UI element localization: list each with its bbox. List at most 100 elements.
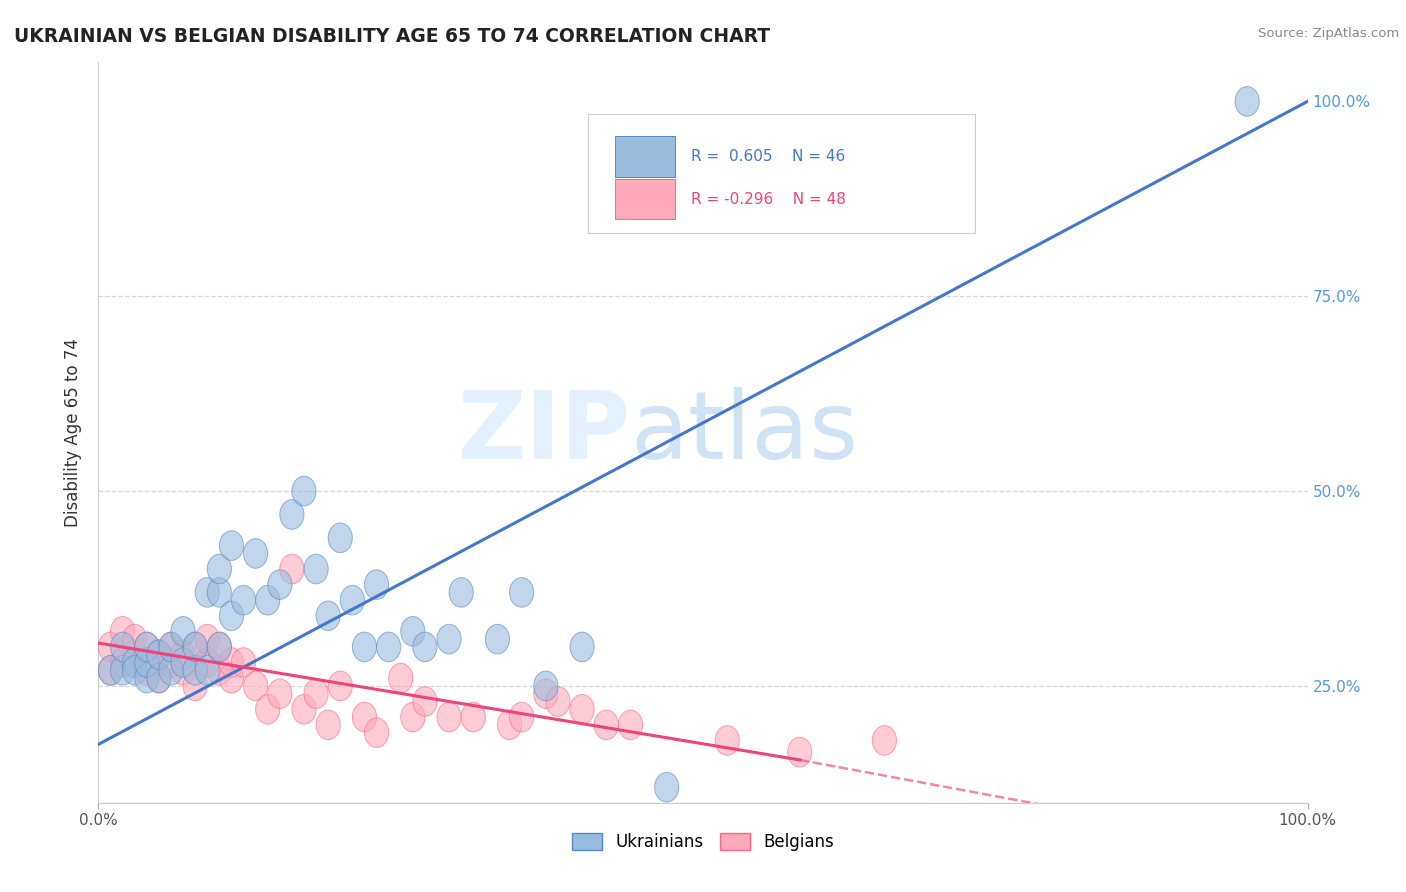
FancyBboxPatch shape: [614, 178, 675, 219]
Ellipse shape: [377, 632, 401, 662]
Ellipse shape: [135, 664, 159, 693]
Ellipse shape: [183, 671, 207, 701]
Ellipse shape: [98, 656, 122, 685]
Ellipse shape: [111, 632, 135, 662]
Ellipse shape: [655, 772, 679, 802]
Ellipse shape: [172, 648, 195, 677]
Ellipse shape: [207, 554, 232, 583]
Ellipse shape: [172, 656, 195, 685]
Ellipse shape: [207, 578, 232, 607]
Ellipse shape: [316, 710, 340, 739]
Ellipse shape: [449, 578, 474, 607]
Ellipse shape: [304, 554, 328, 583]
Ellipse shape: [316, 601, 340, 631]
FancyBboxPatch shape: [588, 114, 976, 233]
Ellipse shape: [364, 718, 388, 747]
Ellipse shape: [1234, 87, 1260, 116]
Ellipse shape: [146, 640, 172, 670]
Ellipse shape: [146, 664, 172, 693]
Ellipse shape: [135, 632, 159, 662]
Ellipse shape: [111, 648, 135, 677]
Ellipse shape: [111, 616, 135, 646]
Ellipse shape: [534, 671, 558, 701]
Ellipse shape: [509, 702, 534, 731]
Ellipse shape: [98, 632, 122, 662]
Ellipse shape: [183, 632, 207, 662]
Ellipse shape: [207, 656, 232, 685]
Ellipse shape: [219, 601, 243, 631]
Ellipse shape: [243, 539, 267, 568]
Ellipse shape: [716, 726, 740, 756]
Ellipse shape: [364, 570, 388, 599]
Ellipse shape: [328, 523, 353, 553]
Ellipse shape: [219, 664, 243, 693]
Ellipse shape: [232, 648, 256, 677]
Text: Source: ZipAtlas.com: Source: ZipAtlas.com: [1258, 27, 1399, 40]
Ellipse shape: [98, 656, 122, 685]
Text: R =  0.605    N = 46: R = 0.605 N = 46: [690, 149, 845, 164]
Ellipse shape: [219, 531, 243, 560]
Ellipse shape: [183, 656, 207, 685]
Ellipse shape: [595, 710, 619, 739]
Ellipse shape: [534, 679, 558, 708]
Ellipse shape: [413, 632, 437, 662]
Ellipse shape: [340, 585, 364, 615]
Ellipse shape: [256, 585, 280, 615]
Ellipse shape: [353, 702, 377, 731]
Ellipse shape: [219, 648, 243, 677]
Text: ZIP: ZIP: [457, 386, 630, 479]
Ellipse shape: [267, 679, 292, 708]
Ellipse shape: [195, 648, 219, 677]
Ellipse shape: [256, 695, 280, 724]
Ellipse shape: [207, 632, 232, 662]
Ellipse shape: [159, 648, 183, 677]
Ellipse shape: [353, 632, 377, 662]
Ellipse shape: [509, 578, 534, 607]
Ellipse shape: [111, 656, 135, 685]
FancyBboxPatch shape: [614, 136, 675, 178]
Ellipse shape: [243, 671, 267, 701]
Ellipse shape: [135, 656, 159, 685]
Ellipse shape: [328, 671, 353, 701]
Ellipse shape: [485, 624, 509, 654]
Ellipse shape: [135, 632, 159, 662]
Ellipse shape: [195, 578, 219, 607]
Ellipse shape: [304, 679, 328, 708]
Ellipse shape: [267, 570, 292, 599]
Ellipse shape: [280, 554, 304, 583]
Ellipse shape: [872, 726, 897, 756]
Ellipse shape: [498, 710, 522, 739]
Legend: Ukrainians, Belgians: Ukrainians, Belgians: [565, 826, 841, 857]
Ellipse shape: [437, 702, 461, 731]
Ellipse shape: [401, 616, 425, 646]
Y-axis label: Disability Age 65 to 74: Disability Age 65 to 74: [65, 338, 83, 527]
Ellipse shape: [122, 640, 146, 670]
Ellipse shape: [172, 616, 195, 646]
Ellipse shape: [159, 632, 183, 662]
Ellipse shape: [172, 640, 195, 670]
Ellipse shape: [401, 702, 425, 731]
Text: UKRAINIAN VS BELGIAN DISABILITY AGE 65 TO 74 CORRELATION CHART: UKRAINIAN VS BELGIAN DISABILITY AGE 65 T…: [14, 27, 770, 45]
Ellipse shape: [159, 632, 183, 662]
Ellipse shape: [437, 624, 461, 654]
Ellipse shape: [292, 695, 316, 724]
Ellipse shape: [195, 624, 219, 654]
Ellipse shape: [546, 687, 569, 716]
Ellipse shape: [122, 648, 146, 677]
Ellipse shape: [146, 640, 172, 670]
Ellipse shape: [388, 664, 413, 693]
Ellipse shape: [280, 500, 304, 529]
Ellipse shape: [619, 710, 643, 739]
Ellipse shape: [461, 702, 485, 731]
Ellipse shape: [159, 656, 183, 685]
Ellipse shape: [232, 585, 256, 615]
Ellipse shape: [569, 695, 595, 724]
Ellipse shape: [146, 664, 172, 693]
Ellipse shape: [569, 632, 595, 662]
Ellipse shape: [122, 656, 146, 685]
Text: R = -0.296    N = 48: R = -0.296 N = 48: [690, 192, 846, 207]
Ellipse shape: [135, 648, 159, 677]
Ellipse shape: [292, 476, 316, 506]
Ellipse shape: [183, 632, 207, 662]
Ellipse shape: [207, 632, 232, 662]
